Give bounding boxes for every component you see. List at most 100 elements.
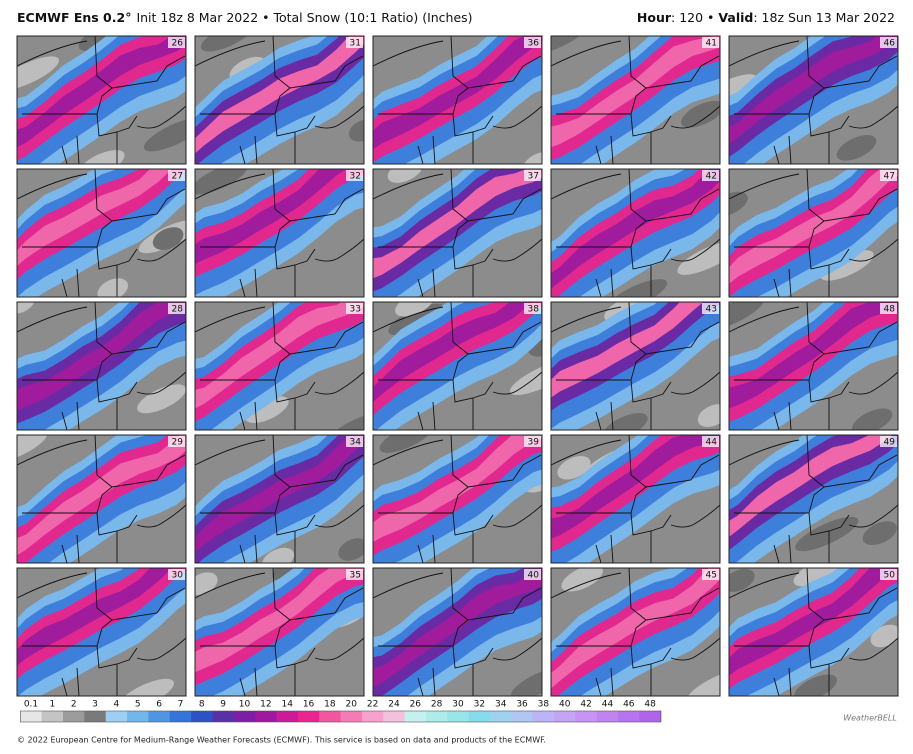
map-field (551, 169, 720, 297)
gray-patch (262, 547, 295, 563)
panel-border (372, 168, 543, 298)
map-field (195, 169, 364, 297)
member-number: 35 (350, 571, 361, 581)
state-lines (734, 435, 898, 563)
panel-border (16, 35, 187, 165)
map-panel: 42 (550, 168, 721, 298)
panel-border (728, 301, 899, 431)
coastline (729, 40, 898, 129)
snow-core (729, 169, 898, 284)
colorbar-label: 18 (324, 700, 336, 710)
map-panel: 49 (728, 434, 899, 564)
member-number: 43 (706, 305, 717, 315)
panel-border (194, 168, 365, 298)
member-number: 38 (528, 305, 540, 315)
state-lines (200, 435, 364, 563)
state-lines (22, 36, 186, 164)
member-box (702, 569, 719, 580)
gray-patch (870, 624, 898, 648)
panel-border (550, 301, 721, 431)
colorbar-label: 48 (644, 700, 656, 710)
map-field (195, 568, 364, 696)
map-panel: 45 (550, 567, 721, 697)
footer: © 2022 European Centre for Medium-Range … (17, 736, 546, 745)
snow-core (551, 169, 720, 289)
panel-border (372, 567, 543, 697)
gray-patch (510, 667, 542, 696)
map-field (373, 36, 542, 164)
map-panel: 38 (372, 301, 543, 431)
member-number: 36 (528, 39, 540, 49)
colorbar-swatch (84, 711, 107, 722)
snow-core (17, 302, 186, 411)
coastline (373, 306, 542, 395)
snow-core (17, 568, 173, 666)
model-name: ECMWF Ens 0.2° (17, 10, 131, 25)
colorbar-label: 38 (538, 700, 550, 710)
member-box (880, 37, 897, 48)
panel-border (550, 567, 721, 697)
snow-heavy (729, 302, 898, 422)
state-lines (22, 435, 186, 563)
panel-border (194, 301, 365, 431)
map-panel: 35 (194, 567, 365, 697)
member-number: 49 (884, 438, 896, 448)
colorbar-swatch (169, 711, 192, 722)
panel-border (728, 567, 899, 697)
colorbar-label: 44 (602, 700, 614, 710)
gray-patch (118, 678, 174, 696)
member-box (524, 436, 541, 447)
map-field (729, 435, 898, 563)
member-number: 33 (350, 305, 361, 315)
colorbar-label: 22 (367, 700, 378, 710)
gray-patch (551, 36, 590, 55)
map-panel: 36 (372, 35, 543, 165)
gray-patch (729, 191, 748, 217)
state-lines (378, 568, 542, 696)
map-field (729, 568, 898, 696)
map-field (373, 435, 542, 563)
panel-border (728, 168, 899, 298)
colorbar-label: 20 (346, 700, 358, 710)
colorbar-label: 9 (220, 700, 226, 710)
gray-patch (681, 100, 720, 128)
member-number: 34 (350, 438, 362, 448)
gray-patch (348, 119, 364, 142)
snow-heavy (195, 302, 364, 422)
map-panel: 26 (16, 35, 187, 165)
gray-patch (729, 302, 764, 332)
panel-border (194, 567, 365, 697)
panel-border (728, 434, 899, 564)
state-lines (734, 302, 898, 430)
colorbar-swatch (511, 711, 534, 722)
coastline (17, 173, 186, 262)
colorbar-swatch (639, 711, 662, 722)
valid-label: Valid (718, 10, 753, 25)
colorbar-label: 7 (178, 700, 184, 710)
member-box (880, 436, 897, 447)
state-lines (22, 302, 186, 430)
coastline (17, 40, 186, 129)
snow-heavy (551, 302, 720, 411)
state-lines (378, 169, 542, 297)
panel-border (194, 35, 365, 165)
member-box (346, 569, 363, 580)
gray-patch (697, 404, 720, 427)
map-field (373, 302, 542, 430)
gray-patch (137, 384, 186, 414)
colorbar-label: 24 (388, 700, 400, 710)
gray-patch (557, 455, 591, 480)
colorbar-label: 0.1 (24, 700, 38, 710)
colorbar-swatch (233, 711, 256, 722)
snow-heavy (195, 169, 364, 278)
colorbar-border (20, 710, 662, 723)
snow-core (373, 36, 542, 150)
coastline (551, 439, 720, 528)
member-number: 46 (884, 39, 896, 49)
member-box (524, 37, 541, 48)
panel-border (372, 301, 543, 431)
map-field (373, 169, 542, 297)
member-box (524, 303, 541, 314)
member-box (168, 170, 185, 181)
